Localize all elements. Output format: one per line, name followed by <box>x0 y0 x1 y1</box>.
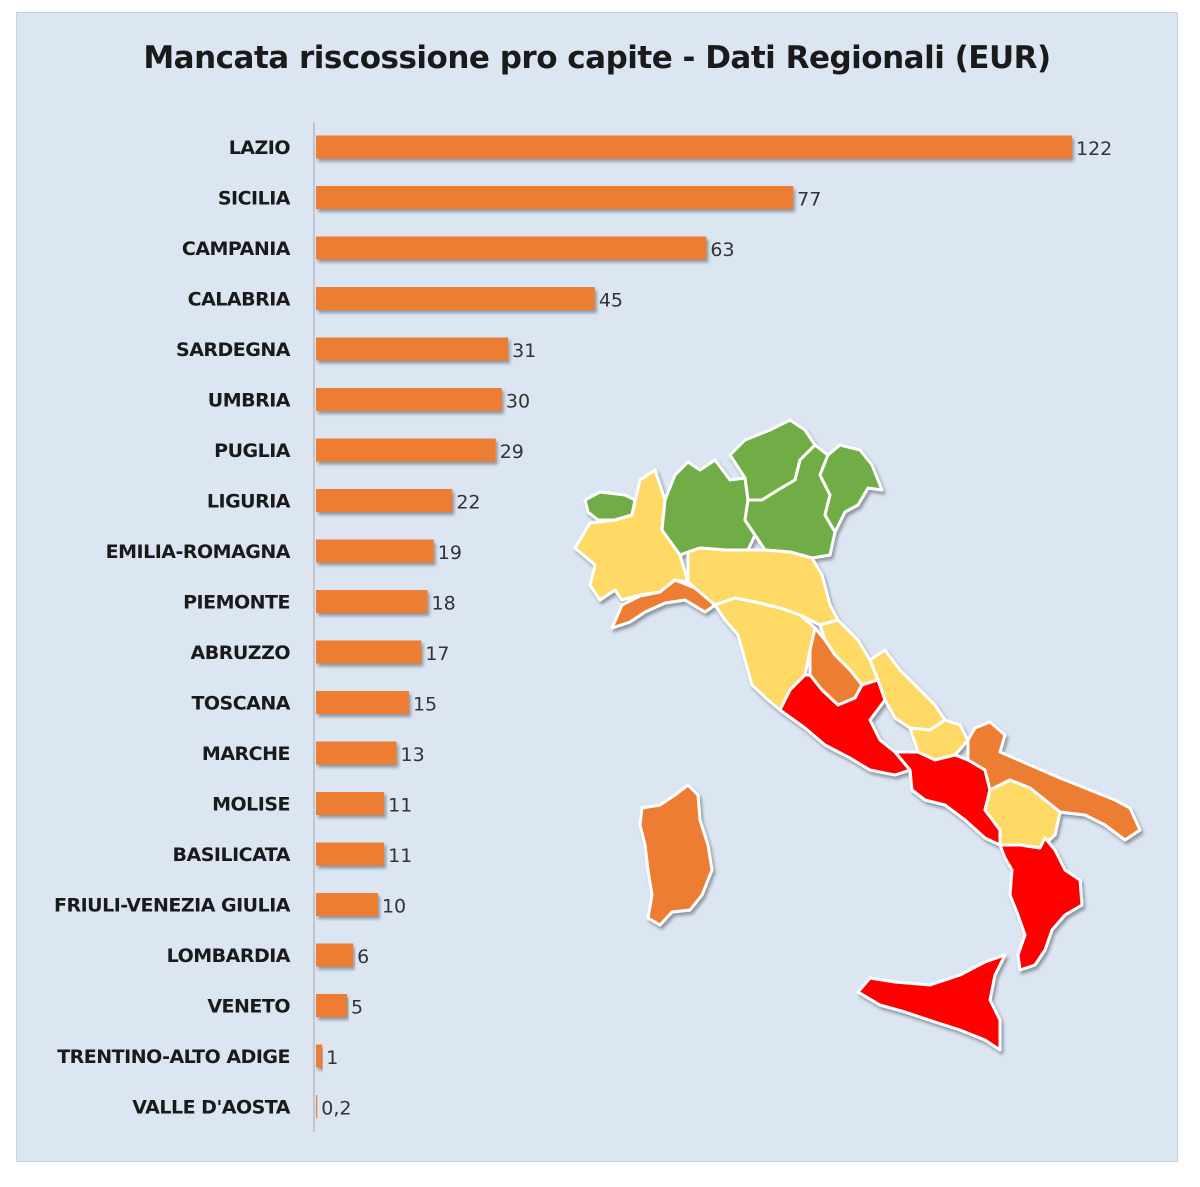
data-label: 77 <box>797 189 821 211</box>
map-region-sardegna <box>638 783 714 927</box>
bar-friuli-venezia-giulia <box>316 893 378 916</box>
data-label: 22 <box>456 492 480 514</box>
map-region-calabria <box>998 836 1084 972</box>
category-label: SARDEGNA <box>176 339 291 361</box>
bar-valle-d-aosta <box>316 1095 318 1118</box>
bar-puglia <box>316 438 496 462</box>
italy-regions-map-icon <box>573 418 1142 1052</box>
data-label: 63 <box>710 239 734 261</box>
data-label: 11 <box>388 845 412 867</box>
bar-toscana <box>316 691 409 714</box>
category-label: TOSCANA <box>191 693 290 715</box>
category-labels: LAZIO SICILIA CAMPANIA CALABRIA SARDEGNA UMBR… <box>54 137 291 1119</box>
data-label: 11 <box>388 795 412 817</box>
bar-liguria <box>316 489 453 512</box>
category-label: LOMBARDIA <box>167 945 291 967</box>
bar-emilia-romagna <box>316 539 434 563</box>
category-label: CALABRIA <box>188 289 291 311</box>
bar-umbria <box>316 388 502 411</box>
bar-abruzzo <box>316 640 422 664</box>
data-label: 15 <box>413 694 437 716</box>
value-labels: 122 77 63 45 31 30 29 22 19 18 17 15 13 11 11 10 6 5 1 0,2 <box>321 138 1112 1120</box>
data-label: 1 <box>326 1047 338 1069</box>
bar-molise <box>316 792 385 815</box>
category-label: VENETO <box>207 996 290 1018</box>
data-label: 10 <box>382 896 406 918</box>
map-region-abruzzo <box>868 648 947 732</box>
bar-campania <box>316 236 707 260</box>
data-label: 18 <box>432 593 456 615</box>
category-label: LIGURIA <box>207 491 291 513</box>
map-region-friuli-venezia-giulia <box>818 443 884 534</box>
category-label: CAMPANIA <box>182 238 291 260</box>
category-label: PIEMONTE <box>183 592 290 614</box>
data-label: 17 <box>425 643 449 665</box>
data-label: 6 <box>357 946 369 968</box>
bar-sardegna <box>316 337 509 361</box>
category-label: BASILICATA <box>173 844 291 866</box>
map-region-lazio <box>778 673 912 777</box>
category-label: EMILIA-ROMAGNA <box>106 541 291 563</box>
data-label: 0,2 <box>321 1098 351 1120</box>
data-label: 122 <box>1076 138 1112 160</box>
data-label: 29 <box>500 441 524 463</box>
category-label: TRENTINO-ALTO ADIGE <box>57 1046 290 1068</box>
bar-basilicata <box>316 842 385 866</box>
category-label: PUGLIA <box>214 440 291 462</box>
data-label: 31 <box>512 340 536 362</box>
bar-veneto <box>316 994 347 1017</box>
chart-title: Mancata riscossione pro capite - Dati Re… <box>143 40 1051 76</box>
data-label: 13 <box>401 744 425 766</box>
bar-lombardia <box>316 943 354 967</box>
category-label: VALLE D'AOSTA <box>132 1097 291 1119</box>
category-label: MOLISE <box>212 794 290 816</box>
data-label: 5 <box>351 997 363 1019</box>
category-label: ABRUZZO <box>191 642 291 664</box>
category-label: MARCHE <box>202 743 290 765</box>
data-label: 19 <box>438 542 462 564</box>
category-label: LAZIO <box>229 137 291 159</box>
bar-lazio <box>316 135 1072 159</box>
bar-group <box>316 135 1072 1118</box>
bar-trentino-alto-adige <box>316 1044 323 1068</box>
map-region-sicilia <box>856 953 1007 1052</box>
data-label: 45 <box>599 290 623 312</box>
bar-marche <box>316 741 397 765</box>
data-label: 30 <box>506 391 530 413</box>
category-label: FRIULI-VENEZIA GIULIA <box>54 895 291 917</box>
bar-calabria <box>316 287 595 310</box>
category-label: UMBRIA <box>208 390 291 412</box>
category-label: SICILIA <box>218 188 291 210</box>
bar-sicilia <box>316 186 794 209</box>
bar-piemonte <box>316 590 428 613</box>
